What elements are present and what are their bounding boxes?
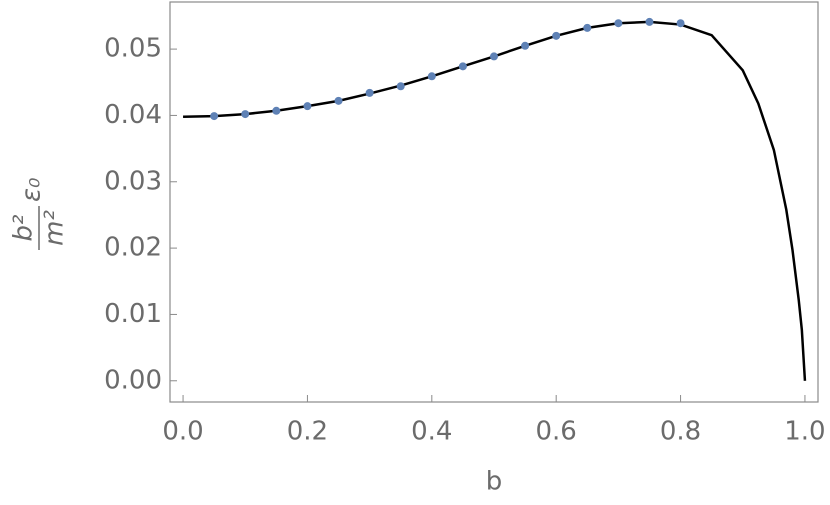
curve bbox=[183, 20, 807, 381]
y-label-factor: ε₀ bbox=[17, 177, 47, 202]
x-tick-label: 0.0 bbox=[162, 417, 203, 447]
data-point bbox=[334, 96, 343, 105]
data-point bbox=[583, 23, 592, 32]
data-point bbox=[272, 106, 281, 115]
y-tick-label: 0.04 bbox=[104, 100, 162, 130]
y-tick-label: 0.03 bbox=[104, 166, 162, 196]
data-point bbox=[241, 110, 250, 119]
y-tick-label: 0.01 bbox=[104, 299, 162, 329]
y-label-denominator: m² bbox=[40, 210, 70, 246]
x-axis-label: b bbox=[486, 467, 503, 497]
data-point bbox=[210, 112, 219, 121]
x-tick-label: 0.8 bbox=[660, 417, 701, 447]
frame bbox=[169, 1, 819, 403]
data-point bbox=[396, 82, 405, 91]
data-point bbox=[645, 17, 654, 26]
y-label-numerator: b² bbox=[9, 215, 39, 242]
data-point bbox=[303, 102, 312, 111]
data-point bbox=[614, 19, 623, 28]
data-point bbox=[365, 88, 374, 97]
x-tick-label: 1.0 bbox=[784, 417, 825, 447]
x-tick-label: 0.2 bbox=[287, 417, 328, 447]
data-point bbox=[490, 52, 498, 61]
data-point bbox=[427, 72, 436, 81]
y-axis-label: b² m² ε₀ bbox=[9, 177, 70, 250]
y-tick-label: 0.05 bbox=[104, 34, 162, 64]
data-point bbox=[552, 31, 561, 40]
data-point bbox=[521, 41, 530, 50]
data-point bbox=[676, 19, 685, 28]
x-tick-label: 0.6 bbox=[536, 417, 577, 447]
y-tick-label: 0.02 bbox=[104, 233, 162, 263]
y-tick-label: 0.00 bbox=[104, 365, 162, 395]
x-tick-label: 0.4 bbox=[411, 417, 452, 447]
data-point bbox=[458, 62, 467, 71]
